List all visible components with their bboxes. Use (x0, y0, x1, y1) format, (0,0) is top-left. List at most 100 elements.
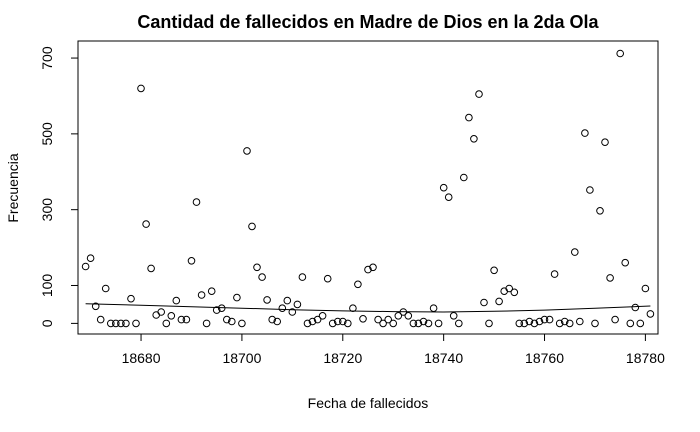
data-point-40 (283, 296, 292, 305)
data-point-51 (339, 317, 347, 326)
data-point-54 (354, 280, 362, 289)
data-point-64 (404, 312, 413, 320)
data-point-37 (268, 315, 277, 324)
data-point-60 (384, 315, 393, 324)
data-point-20 (182, 315, 191, 324)
data-point-66 (414, 319, 423, 328)
data-point-85 (510, 288, 519, 297)
trend-line (85, 303, 651, 313)
data-point-34 (253, 263, 261, 272)
data-point-39 (278, 304, 287, 313)
data-point-33 (248, 222, 256, 231)
data-point-29 (228, 317, 236, 326)
data-point-105 (611, 315, 619, 324)
data-point-18 (172, 296, 181, 305)
data-point-1 (86, 254, 95, 263)
data-point-101 (591, 319, 599, 328)
data-point-16 (162, 319, 171, 328)
data-point-32 (243, 147, 251, 155)
data-point-91 (540, 315, 549, 324)
data-point-41 (288, 308, 297, 316)
data-point-25 (207, 287, 216, 296)
chart-title: Cantidad de fallecidos en Madre de Dios … (137, 12, 599, 32)
data-point-98 (576, 317, 584, 326)
data-point-82 (495, 297, 503, 306)
data-point-106 (616, 49, 625, 58)
y-tick-label-0: 0 (39, 319, 55, 327)
data-point-81 (490, 266, 498, 275)
data-point-24 (202, 319, 211, 328)
data-point-90 (535, 317, 544, 326)
data-point-15 (157, 308, 165, 316)
y-tick-label-4: 700 (39, 46, 55, 70)
x-tick-label-1: 18700 (222, 350, 261, 366)
data-point-49 (328, 319, 337, 328)
data-point-58 (374, 315, 382, 324)
data-point-0 (81, 262, 90, 271)
data-point-84 (505, 284, 514, 293)
x-axis-label: Fecha de fallecidos (308, 395, 429, 411)
data-point-30 (233, 293, 241, 302)
data-point-26 (212, 306, 221, 314)
data-point-10 (132, 319, 140, 328)
data-point-79 (480, 298, 488, 307)
data-point-48 (323, 274, 332, 283)
data-point-102 (596, 207, 604, 215)
x-tick-label-3: 18740 (424, 350, 463, 366)
y-tick-label-3: 500 (39, 122, 55, 146)
data-point-13 (147, 264, 155, 273)
data-point-59 (379, 319, 387, 328)
data-point-111 (641, 284, 650, 293)
x-tick-label-5: 18780 (626, 350, 665, 366)
data-point-36 (263, 296, 271, 304)
x-tick-label-4: 18760 (525, 350, 564, 366)
data-point-46 (313, 315, 322, 324)
data-point-3 (96, 315, 105, 324)
data-points (81, 49, 655, 328)
data-point-109 (631, 303, 640, 312)
data-point-31 (238, 319, 246, 328)
data-point-78 (475, 90, 483, 98)
data-point-93 (550, 270, 559, 278)
data-point-73 (449, 312, 458, 320)
data-point-72 (444, 193, 453, 201)
data-point-61 (389, 319, 398, 328)
x-axis: 18680 18700 18720 18740 18760 18780 (122, 334, 665, 366)
data-point-86 (515, 319, 524, 328)
data-point-8 (122, 319, 130, 328)
data-point-67 (419, 317, 428, 326)
data-point-68 (424, 319, 433, 328)
data-point-43 (298, 273, 307, 281)
y-axis: 0 100 300 500 700 (39, 46, 78, 327)
data-point-62 (394, 312, 403, 320)
data-point-44 (303, 319, 312, 328)
data-point-99 (581, 129, 589, 137)
x-tick-label-2: 18720 (323, 350, 362, 366)
data-point-77 (470, 135, 478, 143)
data-point-14 (152, 311, 160, 319)
data-point-103 (601, 138, 609, 146)
data-point-74 (455, 319, 463, 328)
data-point-89 (530, 319, 539, 328)
data-point-95 (560, 317, 569, 326)
data-point-12 (142, 220, 150, 228)
data-point-108 (626, 319, 635, 328)
data-point-56 (364, 265, 372, 274)
data-point-27 (217, 304, 226, 313)
data-point-9 (127, 294, 135, 303)
data-point-47 (318, 312, 327, 320)
data-point-23 (197, 291, 206, 299)
data-point-5 (107, 319, 115, 328)
data-point-4 (101, 284, 110, 293)
data-point-7 (117, 319, 125, 328)
data-point-21 (187, 257, 196, 265)
data-point-17 (167, 312, 176, 320)
data-point-22 (192, 198, 201, 206)
data-point-38 (273, 317, 282, 326)
data-point-107 (621, 258, 630, 267)
data-point-112 (646, 310, 655, 318)
data-point-100 (586, 186, 594, 194)
data-point-88 (525, 317, 534, 326)
data-point-42 (293, 300, 302, 309)
